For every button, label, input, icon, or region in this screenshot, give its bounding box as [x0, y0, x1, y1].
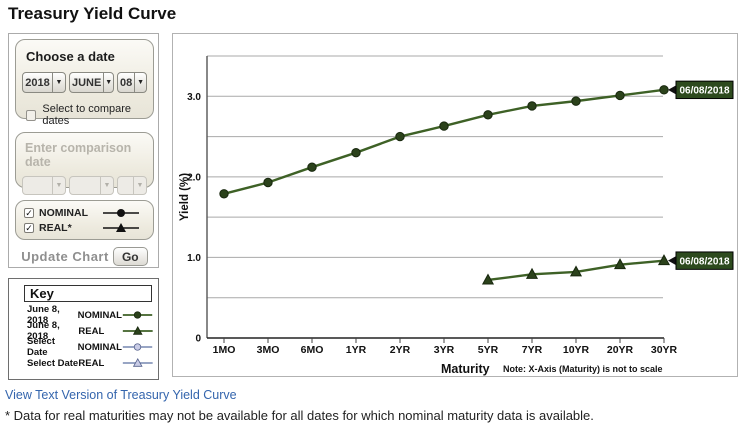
data-point-circle — [263, 177, 273, 188]
data-point-triangle — [569, 265, 583, 277]
key-title: Key — [30, 286, 54, 301]
legend-line-filled-circle-icon — [122, 311, 153, 319]
real-data-footnote: * Data for real maturities may not be av… — [5, 408, 594, 423]
x-tick-label: 6MO — [301, 344, 324, 356]
x-axis-title: Maturity — [441, 362, 490, 376]
nominal-line-circle-icon — [103, 209, 139, 217]
key-box: Key June 8, 2018 NOMINAL June 8, 2018 RE… — [8, 278, 159, 380]
date-label-box — [675, 251, 734, 270]
data-point-circle — [395, 131, 405, 142]
data-point-circle — [659, 85, 669, 95]
nominal-checkbox[interactable]: ✓ — [24, 208, 34, 218]
legend-line-open-circle-icon — [122, 343, 153, 351]
x-tick-label: 7YR — [522, 344, 543, 356]
choose-date-panel: Choose a date 2018 ▼ JUNE ▼ 08 ▼ Select … — [15, 39, 154, 127]
data-point-circle — [307, 162, 317, 172]
y-tick-label: 1.0 — [187, 253, 201, 264]
x-axis-note: Note: X-Axis (Maturity) is not to scale — [503, 364, 663, 374]
data-point-circle — [483, 110, 493, 120]
real-checkbox[interactable]: ✓ — [24, 223, 34, 233]
date-label-arrow — [668, 256, 676, 266]
x-tick-label: 5YR — [478, 344, 499, 356]
x-tick-label: 20YR — [607, 344, 634, 356]
series-toggle-panel: ✓ NOMINAL ✓ REAL* — [15, 200, 154, 240]
day-select-value: 08 — [120, 76, 133, 89]
key-row: Select Date REAL — [27, 355, 153, 371]
date-controls-box: Choose a date 2018 ▼ JUNE ▼ 08 ▼ Select … — [8, 33, 159, 268]
data-point-circle — [439, 121, 449, 131]
compare-dates-checkbox[interactable] — [26, 109, 37, 121]
month-select-value: JUNE — [72, 76, 102, 89]
comparison-year-select: ▼ — [22, 176, 66, 195]
data-point-triangle — [657, 254, 671, 266]
month-select[interactable]: JUNE ▼ — [69, 72, 114, 93]
dropdown-arrow-icon: ▼ — [134, 73, 146, 92]
x-tick-label: 1MO — [213, 344, 236, 356]
dropdown-arrow-icon: ▼ — [52, 177, 65, 194]
comparison-month-select: ▼ — [69, 176, 114, 195]
choose-date-title: Choose a date — [26, 49, 115, 64]
data-point-triangle — [525, 267, 539, 279]
update-chart-label: Update Chart — [21, 249, 109, 264]
dropdown-arrow-icon: ▼ — [52, 73, 65, 92]
data-point-circle — [615, 90, 625, 101]
key-row: Select Date NOMINAL — [27, 336, 153, 358]
legend-line-filled-triangle-icon — [122, 326, 153, 335]
year-select-value: 2018 — [25, 76, 50, 89]
date-label-arrow — [668, 85, 676, 95]
key-row: June 8, 2018 REAL — [27, 320, 153, 342]
y-tick-label: 0 — [195, 334, 201, 345]
data-point-circle — [527, 101, 537, 111]
data-point-circle — [219, 189, 229, 199]
comparison-day-select: ▼ — [117, 176, 147, 195]
y-axis-title: Yield (%) — [179, 173, 191, 221]
x-tick-label: 10YR — [563, 344, 590, 356]
x-tick-label: 3YR — [434, 344, 455, 356]
nominal-checkbox-label: NOMINAL — [39, 207, 88, 219]
dropdown-arrow-icon: ▼ — [133, 177, 146, 194]
real-checkbox-label: REAL* — [39, 222, 72, 234]
x-tick-label: 3MO — [257, 344, 280, 356]
yield-curve-chart: 0 1.0 2.0 3.0 1MO 3MO 6MO 1YR 2YR 3YR 5YR 7YR 10YR 20… — [179, 55, 734, 376]
data-point-triangle — [613, 258, 627, 270]
comparison-date-panel: Enter comparison date ▼ ▼ ▼ — [15, 132, 154, 195]
dropdown-arrow-icon: ▼ — [100, 177, 113, 194]
go-button[interactable]: Go — [112, 247, 148, 266]
x-tick-label: 30YR — [651, 344, 678, 356]
legend-line-open-triangle-icon — [122, 358, 153, 367]
key-row: June 8, 2018 NOMINAL — [27, 304, 153, 326]
real-line-triangle-icon — [103, 223, 139, 232]
data-point-circle — [571, 96, 581, 106]
series-line-nominal — [223, 88, 665, 195]
year-select[interactable]: 2018 ▼ — [22, 72, 66, 93]
compare-dates-label: Select to compare dates — [42, 103, 132, 127]
dropdown-arrow-icon: ▼ — [103, 73, 113, 92]
y-tick-label: 2.0 — [187, 172, 201, 183]
day-select[interactable]: 08 ▼ — [117, 72, 147, 93]
data-point-circle — [351, 147, 361, 158]
date-label-text: 06/08/2018 — [679, 85, 729, 96]
yield-curve-chart-box: 0 1.0 2.0 3.0 1MO 3MO 6MO 1YR 2YR 3YR 5YR 7YR 10YR 20… — [172, 33, 738, 377]
text-version-link[interactable]: View Text Version of Treasury Yield Curv… — [5, 388, 237, 402]
comparison-date-title: Enter comparison date — [25, 141, 132, 169]
key-title-box: Key — [24, 285, 152, 302]
date-label-text: 06/08/2018 — [679, 256, 729, 267]
x-tick-label: 1YR — [346, 344, 367, 356]
page-title: Treasury Yield Curve — [8, 4, 177, 23]
x-tick-label: 2YR — [390, 344, 411, 356]
date-label-box — [675, 80, 734, 100]
y-tick-label: 3.0 — [187, 92, 201, 103]
data-point-triangle — [481, 273, 495, 285]
